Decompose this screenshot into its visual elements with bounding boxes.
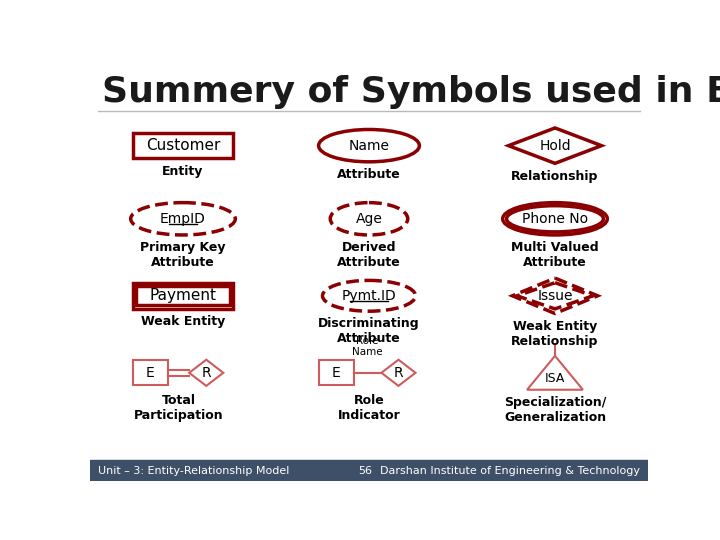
Ellipse shape xyxy=(323,280,415,311)
Bar xyxy=(132,133,233,158)
Text: Weak Entity
Relationship: Weak Entity Relationship xyxy=(511,320,599,348)
Text: Name: Name xyxy=(348,139,390,153)
Text: R: R xyxy=(202,366,211,380)
Text: Specialization/
Generalization: Specialization/ Generalization xyxy=(504,396,606,424)
Text: E: E xyxy=(146,366,155,380)
Text: Pymt.ID: Pymt.ID xyxy=(341,289,397,303)
Polygon shape xyxy=(517,283,593,309)
Ellipse shape xyxy=(319,130,419,162)
Text: Phone No: Phone No xyxy=(522,212,588,226)
Bar xyxy=(133,361,168,385)
Text: ISA: ISA xyxy=(545,373,565,386)
Text: Relationship: Relationship xyxy=(511,170,599,183)
Text: Discriminating
Attribute: Discriminating Attribute xyxy=(318,318,420,346)
Text: Summery of Symbols used in E-R diagram: Summery of Symbols used in E-R diagram xyxy=(102,75,720,109)
Ellipse shape xyxy=(507,206,603,232)
Polygon shape xyxy=(513,278,598,314)
Bar xyxy=(132,283,233,308)
Text: Attribute: Attribute xyxy=(337,168,401,181)
Text: Primary Key
Attribute: Primary Key Attribute xyxy=(140,241,226,269)
Text: Role
Name: Role Name xyxy=(352,336,383,357)
Polygon shape xyxy=(189,360,223,386)
Ellipse shape xyxy=(131,202,235,235)
Text: Payment: Payment xyxy=(150,288,217,303)
Text: Unit – 3: Entity-Relationship Model: Unit – 3: Entity-Relationship Model xyxy=(98,465,289,476)
Text: EmpID: EmpID xyxy=(160,212,206,226)
Text: Weak Entity: Weak Entity xyxy=(141,315,225,328)
Text: Customer: Customer xyxy=(146,138,220,153)
Text: Age: Age xyxy=(356,212,382,226)
Text: Role
Indicator: Role Indicator xyxy=(338,394,400,422)
Text: Total
Participation: Total Participation xyxy=(135,394,224,422)
Text: 56: 56 xyxy=(358,465,372,476)
Polygon shape xyxy=(508,128,601,164)
Bar xyxy=(320,361,354,385)
Text: Issue: Issue xyxy=(537,289,572,303)
Text: Multi Valued
Attribute: Multi Valued Attribute xyxy=(511,241,599,269)
Bar xyxy=(136,286,230,306)
Text: Darshan Institute of Engineering & Technology: Darshan Institute of Engineering & Techn… xyxy=(380,465,640,476)
Bar xyxy=(90,460,648,481)
Polygon shape xyxy=(382,360,415,386)
Ellipse shape xyxy=(503,202,607,235)
Polygon shape xyxy=(527,356,583,390)
Text: Entity: Entity xyxy=(162,165,204,178)
Text: Hold: Hold xyxy=(539,139,571,153)
Text: Derived
Attribute: Derived Attribute xyxy=(337,241,401,269)
Text: E: E xyxy=(332,366,341,380)
Ellipse shape xyxy=(330,202,408,235)
Text: R: R xyxy=(394,366,403,380)
